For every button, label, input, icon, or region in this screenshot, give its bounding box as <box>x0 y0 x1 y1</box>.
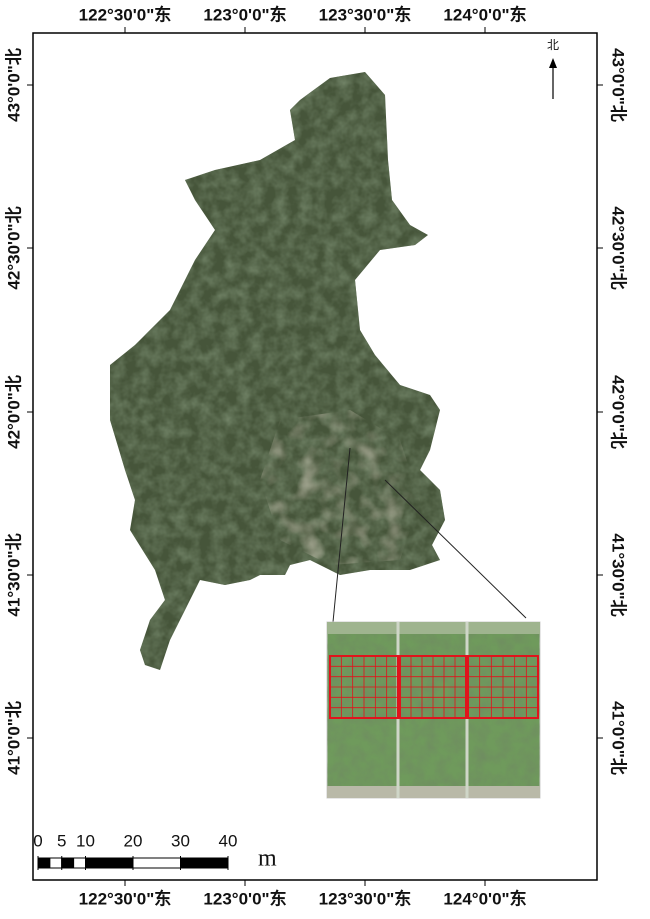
north-arrow: 北 <box>547 38 559 99</box>
longitude-label: 123°0'0"东 <box>203 4 286 24</box>
longitude-label: 124°0'0"东 <box>443 888 526 908</box>
longitude-label: 122°30'0"东 <box>79 888 172 908</box>
leader-line <box>332 447 351 623</box>
scale-bar: m 0 5 10 20 30 40 <box>33 831 277 871</box>
scale-segment <box>180 857 229 869</box>
scale-segment <box>61 857 75 869</box>
scale-tick-label: 20 <box>124 831 143 850</box>
scale-segment <box>73 857 86 869</box>
scale-tick-label: 5 <box>57 831 66 850</box>
latitude-label: 43°0'0"北 <box>4 48 23 122</box>
latitude-label: 42°30'0"北 <box>609 206 628 289</box>
latitude-label: 42°0'0"北 <box>4 375 23 449</box>
latitude-label: 42°30'0"北 <box>4 206 23 289</box>
scale-tick-label: 10 <box>76 831 95 850</box>
scale-segment <box>132 857 181 869</box>
latitude-label: 41°30'0"北 <box>609 533 628 616</box>
leader-line <box>384 479 527 619</box>
longitude-label: 123°0'0"东 <box>203 888 286 908</box>
longitude-label: 123°30'0"东 <box>319 888 412 908</box>
north-label: 北 <box>547 38 559 52</box>
scale-tick-label: 0 <box>33 831 42 850</box>
inset-image <box>326 621 541 799</box>
longitude-label: 122°30'0"东 <box>79 4 172 24</box>
scale-segment <box>49 857 63 869</box>
latitude-label: 41°0'0"北 <box>609 701 628 775</box>
scale-tick-label: 30 <box>171 831 190 850</box>
latitude-label: 43°0'0"北 <box>609 48 628 122</box>
latitude-label: 41°30'0"北 <box>4 533 23 616</box>
latitude-label: 42°0'0"北 <box>609 375 628 449</box>
longitude-label: 123°30'0"东 <box>319 4 412 24</box>
scale-unit: m <box>258 846 277 872</box>
scale-segment <box>85 857 134 869</box>
latitude-label: 41°0'0"北 <box>4 701 23 775</box>
scale-segment <box>37 857 51 869</box>
scale-tick-label: 40 <box>219 831 238 850</box>
region <box>110 72 445 670</box>
longitude-label: 124°0'0"东 <box>443 4 526 24</box>
